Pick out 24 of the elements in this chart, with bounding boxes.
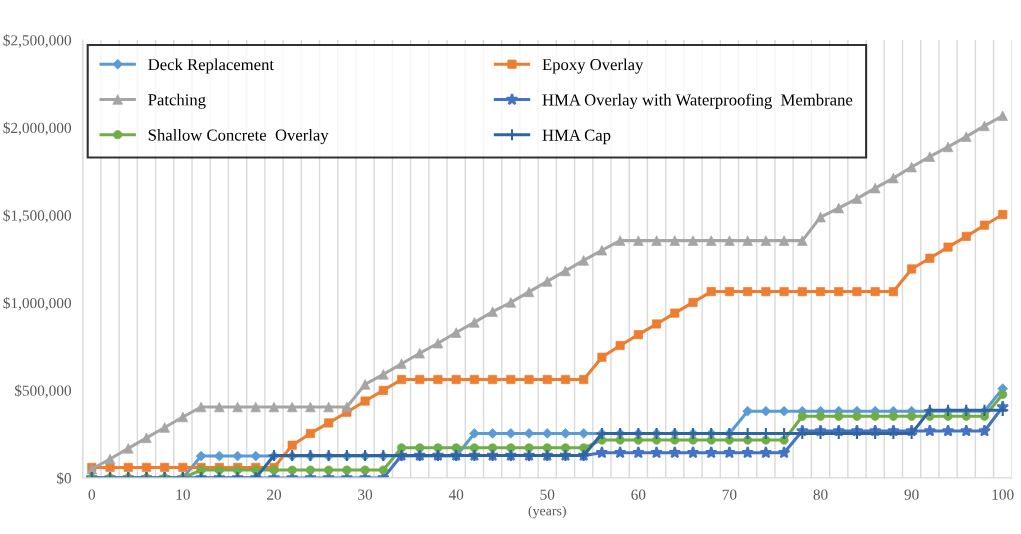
y-tick-label: $2,000,000 — [3, 121, 72, 136]
x-tick-label: 20 — [267, 489, 282, 500]
x-tick-label: 10 — [176, 489, 190, 500]
legend-label: HMA Cap — [542, 129, 611, 145]
legend-label: Patching — [148, 93, 206, 109]
y-tick-label: $1,000,000 — [3, 297, 72, 311]
x-tick-label: 80 — [813, 489, 828, 500]
x-tick-label: 100 — [992, 489, 1014, 500]
x-tick-label: 60 — [631, 489, 646, 500]
y-tick-label: $500,000 — [14, 384, 72, 398]
x-tick-label: 50 — [540, 489, 555, 500]
x-tick-label: 30 — [358, 489, 373, 500]
legend-label: Deck Replacement — [148, 58, 274, 74]
x-tick-label: 0 — [88, 489, 96, 500]
x-tick-label: 40 — [448, 489, 464, 500]
y-tick-label: $0 — [56, 472, 72, 485]
x-tick-label: 90 — [904, 489, 919, 500]
y-tick-label: $1,500,000 — [3, 209, 72, 223]
legend-label: Shallow Concrete Overlay — [148, 128, 329, 145]
legend-label: Epoxy Overlay — [542, 58, 644, 74]
legend-label: HMA Overlay with Waterproofing Membrane — [542, 93, 853, 109]
y-tick-label: $2,500,000 — [3, 34, 72, 48]
x-axis-title: (years) — [528, 505, 566, 519]
x-tick-label: 70 — [722, 489, 737, 500]
